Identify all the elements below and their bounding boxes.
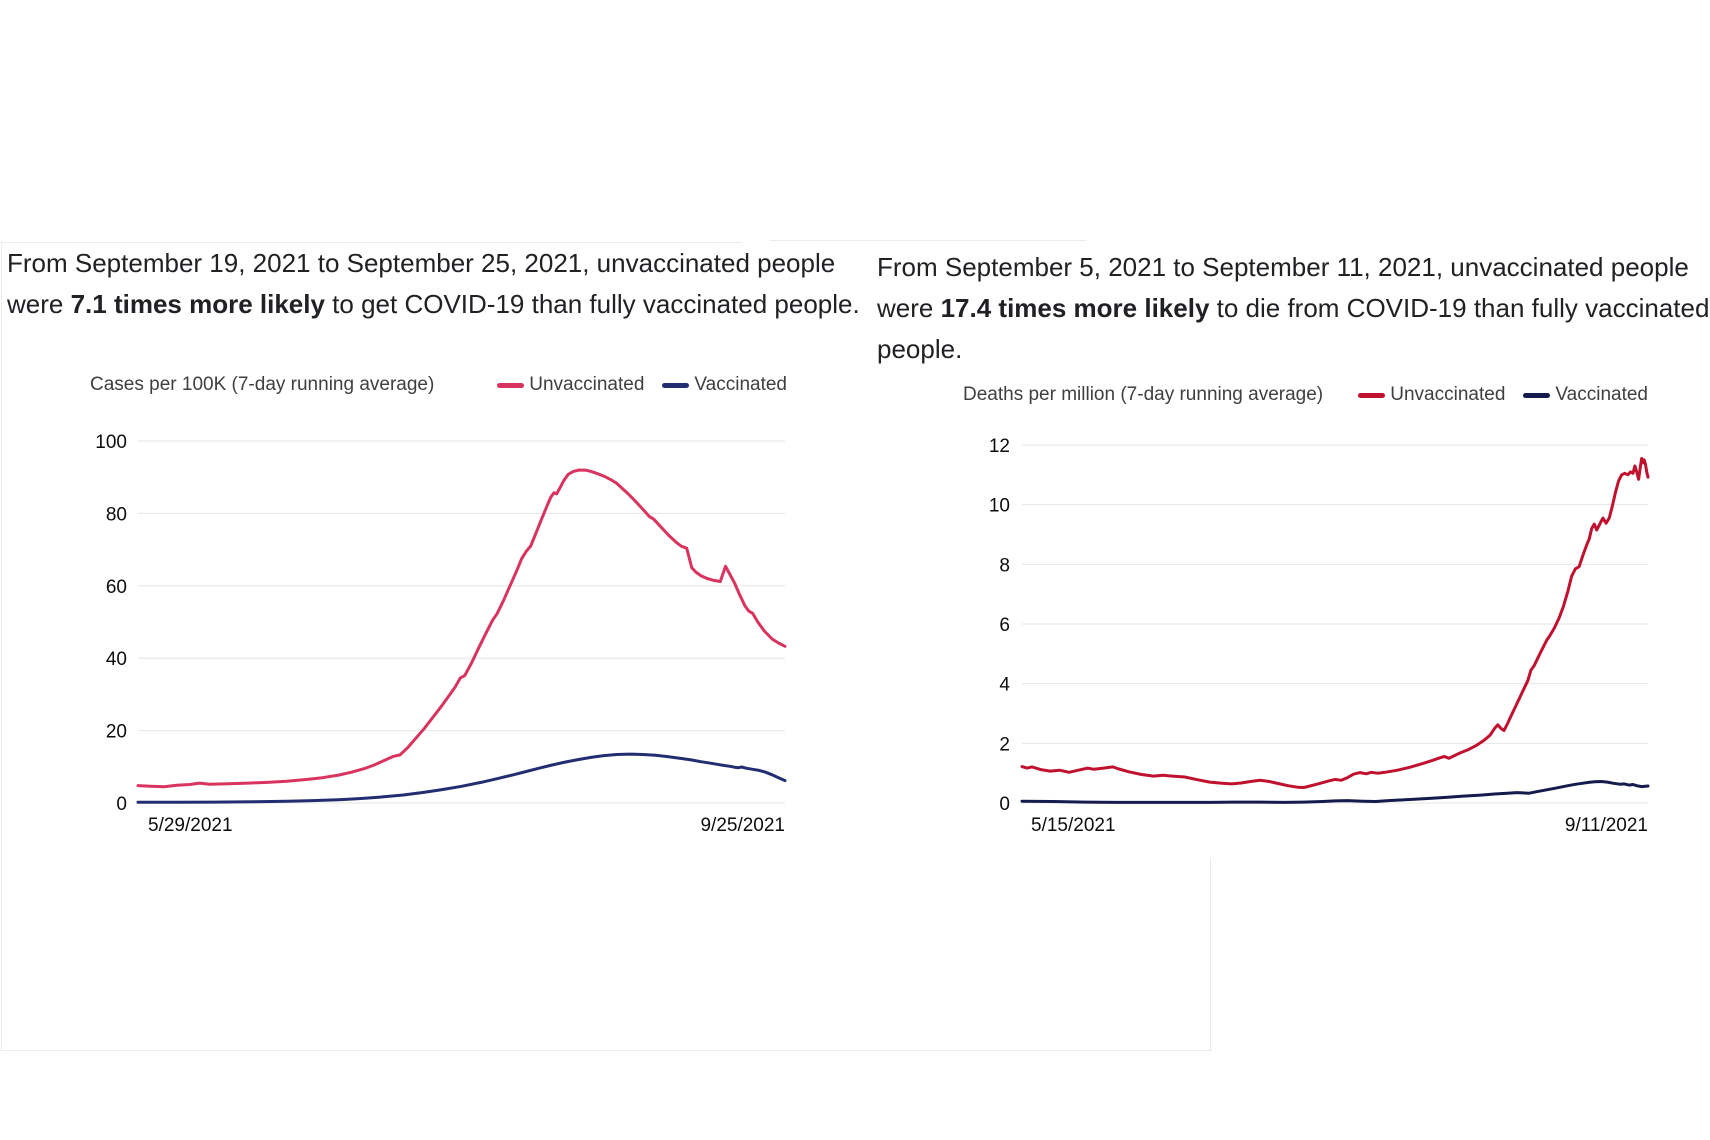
caption-deaths: From September 5, 2021 to September 11, … [877, 247, 1709, 370]
unvaccinated-line [136, 468, 787, 789]
card-border-top-left [0, 242, 742, 243]
deaths-chart-header: Deaths per million (7-day running averag… [963, 382, 1648, 408]
y-tick-label: 8 [999, 555, 1010, 576]
y-tick-label: 100 [95, 432, 127, 453]
x-axis-start-label: 5/15/2021 [1031, 815, 1116, 836]
legend-label: Unvaccinated [529, 374, 645, 395]
y-tick-label: 0 [116, 794, 127, 815]
unvaccinated-line [1020, 456, 1650, 789]
card-border-top-right [770, 240, 1086, 241]
caption-line: were 17.4 times more likely to die from … [877, 293, 1710, 323]
legend-item-unvaccinated: Unvaccinated [1358, 384, 1505, 406]
y-tick-label: 80 [106, 504, 127, 525]
x-axis-start-label: 5/29/2021 [148, 815, 233, 836]
x-axis-end-label: 9/11/2021 [1565, 815, 1648, 836]
y-tick-label: 60 [106, 577, 127, 598]
y-tick-label: 4 [999, 675, 1010, 696]
y-tick-label: 6 [999, 615, 1010, 636]
legend-dash-icon [1523, 392, 1551, 398]
y-tick-label: 12 [989, 436, 1010, 457]
cases-chart-title: Cases per 100K (7-day running average) [90, 374, 435, 395]
legend-label: Vaccinated [1555, 384, 1648, 405]
cases-chart-header: Cases per 100K (7-day running average) U… [90, 372, 787, 398]
y-tick-label: 2 [999, 734, 1010, 755]
legend-dash-icon [497, 382, 525, 388]
vaccinated-line [1020, 780, 1650, 804]
caption-line: From September 5, 2021 to September 11, … [877, 252, 1689, 282]
legend-label: Unvaccinated [1390, 384, 1506, 405]
caption-cases: From September 19, 2021 to September 25,… [7, 243, 860, 325]
legend-item-vaccinated: Vaccinated [1523, 384, 1648, 406]
y-tick-label: 20 [106, 722, 127, 743]
deaths-chart-title: Deaths per million (7-day running averag… [963, 384, 1324, 405]
y-tick-label: 10 [989, 496, 1010, 517]
card-border-left [1, 242, 2, 1051]
card-border-bottom [0, 1050, 1212, 1051]
caption-line: From September 19, 2021 to September 25,… [7, 248, 836, 278]
legend-dash-icon [662, 382, 690, 388]
legend-item-unvaccinated: Unvaccinated [497, 374, 644, 396]
legend-label: Vaccinated [694, 374, 787, 395]
card-border-right [1210, 858, 1211, 1050]
caption-line: were 7.1 times more likely to get COVID-… [7, 289, 860, 319]
y-tick-label: 0 [999, 794, 1010, 815]
y-tick-label: 40 [106, 649, 127, 670]
deaths-chart-legend: Unvaccinated Vaccinated [1358, 384, 1648, 406]
legend-item-vaccinated: Vaccinated [662, 374, 787, 396]
vaccinated-line [136, 752, 787, 804]
cases-chart-legend: Unvaccinated Vaccinated [497, 374, 787, 396]
x-axis-end-label: 9/25/2021 [700, 815, 785, 836]
caption-line: people. [877, 334, 963, 364]
legend-dash-icon [1358, 392, 1386, 398]
